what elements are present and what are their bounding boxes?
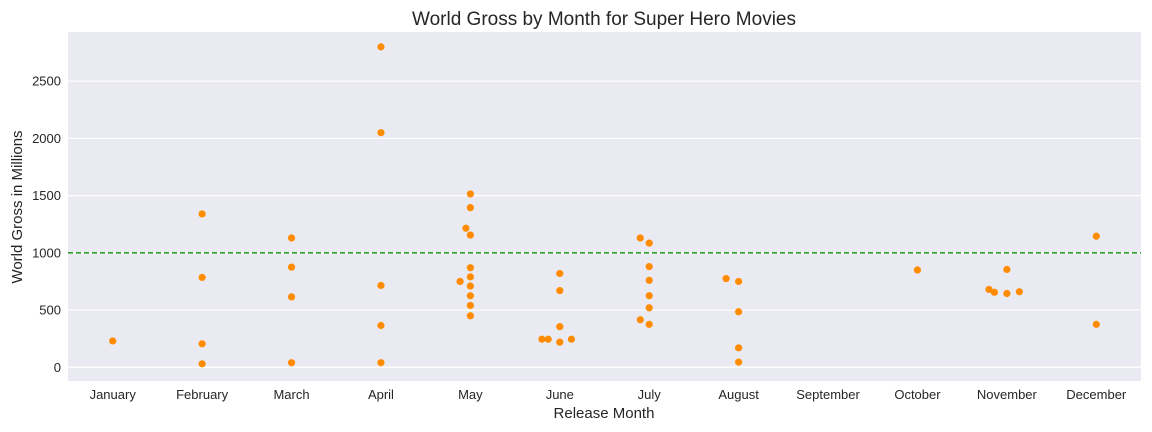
- data-point: [466, 292, 474, 300]
- y-tick-label: 500: [39, 303, 61, 318]
- data-point: [287, 359, 296, 367]
- x-tick-label: January: [90, 387, 137, 402]
- data-point: [198, 360, 206, 368]
- data-point: [1003, 289, 1011, 298]
- x-tick-label: April: [368, 387, 394, 402]
- data-point: [466, 264, 474, 272]
- x-tick-label: December: [1066, 387, 1127, 402]
- data-point: [109, 337, 117, 345]
- data-point: [567, 335, 576, 343]
- data-point: [466, 312, 474, 320]
- data-point: [735, 358, 743, 366]
- data-point: [645, 262, 653, 271]
- data-point: [556, 287, 564, 295]
- data-point: [544, 335, 552, 343]
- data-point: [990, 288, 998, 296]
- data-point: [645, 292, 653, 300]
- y-tick-label: 2000: [32, 131, 61, 146]
- data-point: [636, 234, 644, 242]
- data-point: [636, 316, 644, 324]
- data-point: [1092, 320, 1100, 328]
- data-point: [466, 301, 474, 310]
- x-tick-label: August: [718, 387, 759, 402]
- data-point: [735, 344, 743, 352]
- data-point: [377, 321, 385, 330]
- data-point: [735, 277, 743, 286]
- plot-area: [68, 32, 1141, 381]
- data-point: [198, 210, 206, 218]
- data-point: [913, 266, 922, 274]
- data-point: [198, 273, 206, 282]
- x-tick-label: June: [546, 387, 574, 402]
- data-point: [466, 282, 474, 290]
- data-point: [456, 277, 464, 286]
- y-tick-label: 0: [54, 360, 61, 375]
- data-point: [735, 308, 743, 316]
- y-tick-label: 2500: [32, 74, 61, 89]
- y-tick-label: 1000: [32, 245, 61, 260]
- data-point: [1003, 265, 1011, 274]
- data-point: [556, 323, 564, 331]
- data-point: [466, 231, 474, 239]
- data-point: [377, 43, 385, 51]
- data-point: [645, 276, 653, 284]
- x-axis-label: Release Month: [554, 405, 655, 422]
- data-point: [985, 285, 993, 294]
- y-tick-label: 1500: [32, 188, 61, 203]
- data-point: [377, 129, 385, 137]
- data-point: [377, 281, 385, 290]
- x-tick-label: February: [176, 387, 229, 402]
- data-point: [377, 359, 385, 367]
- data-point: [556, 338, 564, 346]
- data-point: [462, 224, 470, 232]
- x-tick-label: November: [977, 387, 1038, 402]
- data-point: [466, 190, 474, 198]
- x-tick-label: March: [273, 387, 309, 402]
- data-points: [109, 43, 1100, 368]
- y-tick-labels: 0 500 1000 1500 2000 2500: [32, 74, 61, 375]
- x-tick-labels: January February March April May June July Augu…: [90, 387, 1127, 402]
- data-point: [1015, 288, 1023, 296]
- x-tick-label: July: [638, 387, 662, 402]
- data-point: [722, 274, 730, 283]
- data-point: [538, 335, 546, 343]
- data-point: [287, 293, 296, 301]
- y-axis-label: World Gross in Millions: [9, 130, 26, 283]
- data-point: [645, 320, 653, 328]
- data-point: [645, 304, 653, 312]
- chart-title: World Gross by Month for Super Hero Movi…: [412, 9, 796, 30]
- x-tick-label: October: [894, 387, 941, 402]
- x-tick-label: September: [796, 387, 860, 402]
- data-point: [1092, 232, 1100, 240]
- data-point: [466, 204, 474, 212]
- data-point: [466, 273, 474, 281]
- data-point: [287, 234, 296, 242]
- data-point: [645, 239, 653, 247]
- data-point: [556, 269, 564, 278]
- data-point: [287, 263, 296, 271]
- x-tick-label: May: [458, 387, 483, 402]
- data-point: [198, 340, 206, 348]
